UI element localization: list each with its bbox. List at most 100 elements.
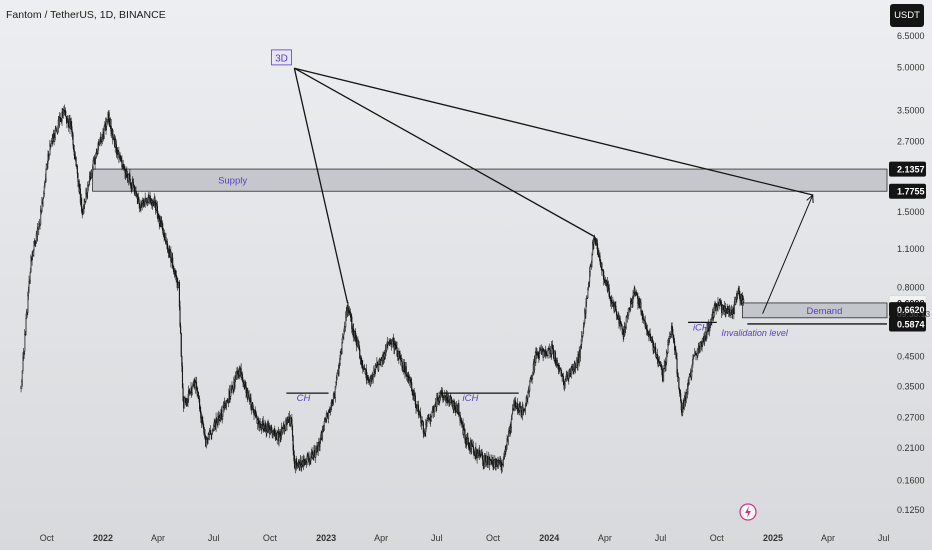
candle-body: [601, 262, 603, 270]
candle-body: [460, 417, 462, 422]
candle-body: [54, 137, 56, 142]
candle-body: [323, 421, 325, 426]
candle-body: [732, 308, 734, 313]
candle-body: [708, 328, 710, 332]
x-tick-label: 2022: [93, 533, 113, 543]
candle-body: [166, 240, 168, 249]
candle-body: [62, 112, 64, 116]
candle-body: [560, 370, 563, 374]
candle-body: [30, 256, 32, 273]
candle-body: [692, 356, 695, 360]
candle-body: [75, 157, 77, 167]
y-tick-label: 0.2100: [897, 443, 925, 453]
candle-body: [391, 339, 393, 345]
candle-body: [129, 173, 131, 184]
candle-body: [87, 185, 89, 193]
candle-body: [677, 373, 679, 377]
candle-body: [458, 403, 460, 415]
candle-body: [77, 173, 79, 182]
candle-body: [552, 348, 555, 359]
candle-body: [675, 349, 677, 355]
candle-body: [335, 377, 338, 383]
candle-body: [88, 181, 90, 187]
candle-body: [81, 197, 83, 212]
candle-body: [31, 256, 33, 261]
candle-body: [55, 128, 57, 132]
candle-body: [142, 200, 144, 204]
candle-body: [529, 380, 531, 392]
candle-body: [532, 372, 534, 376]
candle-body: [156, 203, 158, 207]
lightning-logo-icon[interactable]: [739, 503, 757, 521]
candle-body: [671, 325, 673, 330]
candle-body: [396, 347, 398, 357]
candle-body: [633, 292, 635, 296]
candle-body: [472, 446, 475, 454]
candle-body: [241, 373, 243, 382]
candle-body: [688, 376, 690, 384]
candle-body: [580, 344, 582, 347]
candle-body: [293, 455, 295, 464]
candle-body: [678, 387, 681, 393]
candle-body: [313, 450, 316, 453]
candle-body: [551, 344, 553, 349]
candle-body: [108, 112, 110, 124]
candle-body: [32, 250, 34, 256]
candle-body: [562, 375, 564, 381]
candle-body: [680, 400, 682, 411]
candle-body: [181, 356, 183, 367]
candle-body: [182, 387, 184, 401]
candle-body: [54, 128, 56, 138]
candle-body: [414, 395, 416, 405]
candle-body: [191, 385, 193, 393]
candle-body: [282, 428, 284, 433]
candle-body: [483, 455, 486, 465]
candle-body: [250, 397, 252, 409]
candle-body: [504, 451, 506, 454]
candle-body: [720, 301, 722, 306]
candle-body: [471, 443, 473, 447]
candle-body: [736, 292, 739, 296]
candle-body: [43, 186, 45, 194]
candle-body: [332, 404, 334, 406]
candle-body: [620, 323, 622, 326]
candle-body: [680, 393, 682, 402]
candle-body: [401, 358, 403, 367]
candle-body: [568, 373, 570, 379]
candle-body: [51, 137, 53, 142]
candle-body: [422, 421, 424, 434]
trendline-2: [294, 67, 595, 237]
candle-body: [554, 351, 556, 364]
currency-button[interactable]: USDT: [890, 4, 924, 27]
y-tick-label: 6.5000: [897, 31, 925, 41]
candle-body: [701, 341, 703, 347]
candle-body: [699, 341, 701, 350]
candle-body: [632, 295, 634, 303]
candle-body: [92, 159, 94, 168]
candle-body: [718, 301, 720, 305]
candle-body: [386, 343, 388, 351]
candle-body: [531, 374, 533, 380]
candle-body: [71, 131, 73, 135]
candle-body: [468, 442, 470, 448]
candle-body: [431, 408, 434, 413]
candle-body: [272, 430, 274, 438]
candle-body: [479, 450, 481, 455]
candle-body: [204, 433, 206, 440]
candle-body: [672, 334, 674, 340]
candle-body: [274, 429, 276, 436]
candle-body: [507, 435, 509, 441]
candle-body: [161, 222, 163, 230]
candle-body: [199, 398, 201, 409]
candle-body: [43, 193, 45, 198]
candle-body: [348, 307, 350, 311]
candle-body: [645, 325, 648, 330]
candle-body: [721, 309, 723, 313]
candle-body: [587, 286, 589, 290]
supply-zone-label: Supply: [218, 176, 247, 187]
candle-body: [487, 458, 489, 465]
candle-body: [216, 418, 218, 423]
invalidation-label: Invalidation level: [721, 328, 789, 338]
candle-body: [350, 311, 352, 318]
